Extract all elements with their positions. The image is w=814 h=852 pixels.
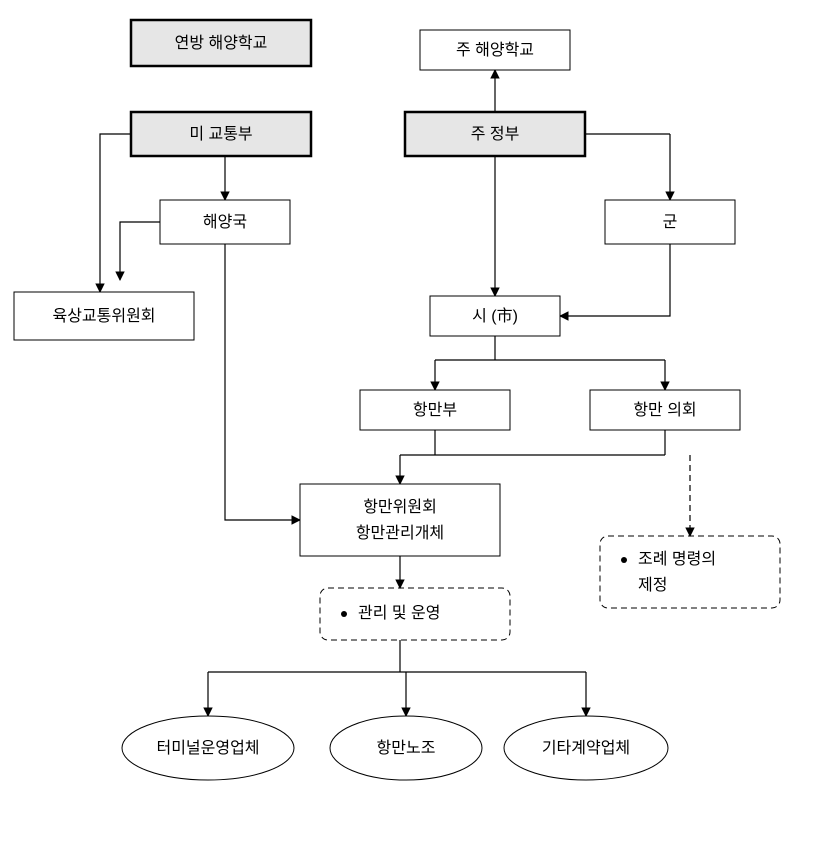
node-label: 주 해양학교 — [456, 41, 534, 59]
node-label: 육상교통위원회 — [52, 307, 155, 325]
node-label: 시 (市) — [472, 307, 518, 325]
ellipse-label: 기타계약업체 — [542, 739, 630, 757]
node-us_dot: 미 교통부 — [131, 112, 311, 156]
node-federal_academy: 연방 해양학교 — [131, 20, 311, 66]
node-label: 항만위원회 — [363, 498, 437, 516]
edge-maritime-to-committee — [225, 244, 300, 520]
node-maritime_bureau: 해양국 — [160, 200, 290, 244]
edge-maritime-fork — [120, 222, 160, 280]
ellipse-terminal: 터미널운영업체 — [122, 716, 294, 780]
ellipse-port_union: 항만노조 — [330, 716, 482, 780]
bullet-icon — [341, 611, 347, 617]
node-state_gov: 주 정부 — [405, 112, 585, 156]
nodes-layer: 연방 해양학교 주 해양학교미 교통부 주 정부해양국 군육상교통위원회 시 (市) 항만… — [14, 20, 740, 556]
node-state_academy: 주 해양학교 — [420, 30, 570, 70]
node-label: 항만 의회 — [633, 401, 696, 419]
bullet-icon — [621, 557, 627, 563]
note-text: 제정 — [638, 576, 667, 594]
org-flowchart: 연방 해양학교 주 해양학교미 교통부 주 정부해양국 군육상교통위원회 시 (市) 항만… — [0, 0, 814, 852]
node-city: 시 (市) — [430, 296, 560, 336]
edge-county-to-city — [560, 244, 670, 316]
node-county: 군 — [605, 200, 735, 244]
note-ordinance: 조례 명령의제정 — [600, 536, 780, 608]
node-port_dept: 항만부 — [360, 390, 510, 430]
node-port_committee: 항만위원회항만관리개체 — [300, 484, 500, 556]
edge-usdot-to-landtrans — [100, 134, 131, 292]
node-label: 미 교통부 — [189, 125, 252, 143]
node-label: 항만부 — [413, 401, 457, 419]
node-label: 주 정부 — [471, 125, 520, 143]
ellipse-label: 터미널운영업체 — [156, 739, 259, 757]
note-text: 관리 및 운영 — [358, 604, 441, 622]
ellipse-label: 항만노조 — [377, 739, 436, 757]
ellipse-contractor: 기타계약업체 — [504, 716, 668, 780]
node-label: 군 — [663, 214, 678, 231]
note-text: 조례 명령의 — [638, 550, 716, 568]
node-label: 연방 해양학교 — [175, 34, 268, 52]
node-port_council: 항만 의회 — [590, 390, 740, 430]
node-label: 항만관리개체 — [356, 524, 444, 542]
note-mgmt_ops: 관리 및 운영 — [320, 588, 510, 640]
node-land_transport: 육상교통위원회 — [14, 292, 194, 340]
node-label: 해양국 — [203, 213, 247, 231]
ellipses-layer: 터미널운영업체 항만노조 기타계약업체 — [122, 716, 668, 780]
